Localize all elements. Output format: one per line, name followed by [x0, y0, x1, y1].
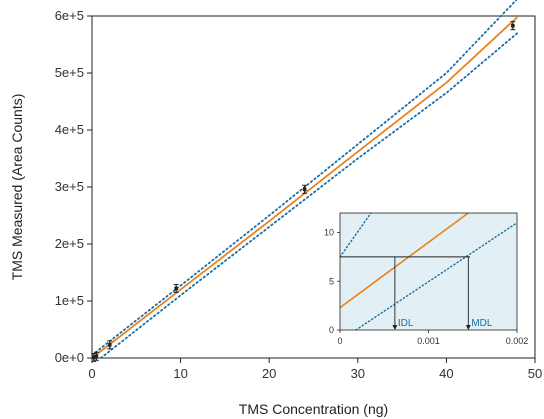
x-tick-label: 0 [88, 366, 95, 381]
x-tick-label: 10 [173, 366, 187, 381]
upper-band-line [91, 0, 518, 357]
inset-x-tick-label: 0.002 [506, 336, 529, 346]
inset-marker-arrow [392, 325, 398, 330]
data-point [173, 283, 179, 293]
x-tick-label: 50 [528, 366, 542, 381]
fit-line [91, 16, 518, 359]
y-tick-label: 0e+0 [55, 350, 84, 365]
data-point [107, 340, 113, 350]
data-point [510, 21, 516, 31]
main-y-ticks: 0e+0 1e+5 2e+5 3e+5 4e+5 5e+5 6e+5 [55, 8, 92, 365]
inset-y-ticks: 0 5 10 [324, 228, 340, 335]
y-tick-label: 2e+5 [55, 236, 84, 251]
main-series-group [91, 0, 519, 362]
inset-plot: 0 0.001 0.002 0 5 10 IDL MDL [310, 211, 528, 350]
main-plot: 0 10 20 30 40 50 0e+01e+52e+53e+54e+55e+56e+5… [9, 0, 542, 417]
inset-fit-line [340, 213, 469, 309]
inset-y-tick-label: 10 [324, 228, 334, 238]
data-point [93, 351, 99, 361]
inset-background [340, 213, 517, 330]
inset-lower-band-line [355, 222, 517, 330]
x-tick-label: 20 [262, 366, 276, 381]
y-tick-label: 6e+5 [55, 8, 84, 23]
inset-upper-band-line [340, 213, 372, 258]
inset-series-group [340, 213, 517, 330]
inset-marker-label: IDL [398, 318, 414, 329]
y-tick-label: 5e+5 [55, 65, 84, 80]
y-tick-label: 4e+5 [55, 122, 84, 137]
x-tick-label: 40 [439, 366, 453, 381]
inset-y-tick-label: 0 [329, 325, 334, 335]
lower-band-line [100, 32, 519, 359]
inset-x-tick-label: 0.001 [417, 336, 440, 346]
y-tick-label: 3e+5 [55, 179, 84, 194]
x-axis-title: TMS Concentration (ng) [239, 401, 388, 417]
x-tick-label: 30 [351, 366, 365, 381]
inset-x-ticks: 0 0.001 0.002 [337, 330, 528, 346]
main-x-ticks: 0 10 20 30 40 50 [88, 358, 542, 381]
y-tick-label: 1e+5 [55, 293, 84, 308]
data-point [302, 184, 308, 194]
data-point [91, 352, 97, 362]
y-axis-title: TMS Measured (Area Counts) [9, 94, 25, 281]
inset-marker-arrow [465, 325, 471, 330]
inset-y-tick-label: 5 [329, 276, 334, 286]
inset-x-tick-label: 0 [337, 336, 342, 346]
inset-marker-label: MDL [471, 318, 493, 329]
